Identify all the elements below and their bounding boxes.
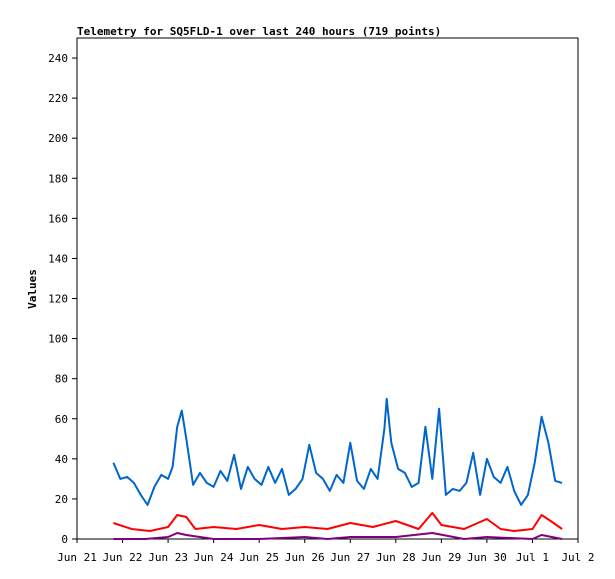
- series-line-3: [113, 532, 563, 540]
- x-tick-label: Jun 21: [57, 551, 97, 564]
- plot-frame: [76, 37, 579, 540]
- series-line-2: [113, 511, 563, 532]
- y-tick-label: 80: [55, 373, 68, 386]
- y-axis-label: Values: [26, 269, 39, 309]
- x-tick-label: Jul 2: [561, 551, 594, 564]
- x-tick-label: Jun 30: [467, 551, 507, 564]
- x-tick-label: Jun 22: [103, 551, 143, 564]
- y-tick-label: 220: [48, 92, 68, 105]
- y-axis: 0 20 40 60 80 100 120 140 160 180 200 220 240: [48, 52, 77, 546]
- y-tick-label: 240: [48, 52, 68, 65]
- x-tick-label: Jun 24: [194, 551, 234, 564]
- x-tick-label: Jun 29: [421, 551, 461, 564]
- y-tick-label: 40: [55, 453, 68, 466]
- x-tick-label: Jun 23: [148, 551, 188, 564]
- x-tick-label: Jun 26: [285, 551, 325, 564]
- y-tick-label: 0: [61, 533, 68, 546]
- y-tick-label: 60: [55, 413, 68, 426]
- x-tick-label: Jun 25: [239, 551, 279, 564]
- chart-title: Telemetry for SQ5FLD-1 over last 240 hou…: [77, 25, 441, 38]
- y-tick-label: 140: [48, 252, 68, 265]
- x-axis: Jun 21 Jun 22 Jun 23 Jun 24 Jun 25 Jun 26 Jun …: [57, 539, 595, 564]
- y-tick-label: 120: [48, 293, 68, 306]
- series-line-1: [112, 397, 563, 506]
- y-tick-label: 160: [48, 212, 68, 225]
- x-tick-label: Jun 28: [376, 551, 416, 564]
- x-tick-label: Jun 27: [330, 551, 370, 564]
- y-tick-label: 100: [48, 333, 68, 346]
- y-tick-label: 180: [48, 172, 68, 185]
- y-tick-label: 200: [48, 132, 68, 145]
- x-tick-label: Jul 1: [516, 551, 549, 564]
- series-layer: [112, 397, 563, 540]
- y-tick-label: 20: [55, 493, 68, 506]
